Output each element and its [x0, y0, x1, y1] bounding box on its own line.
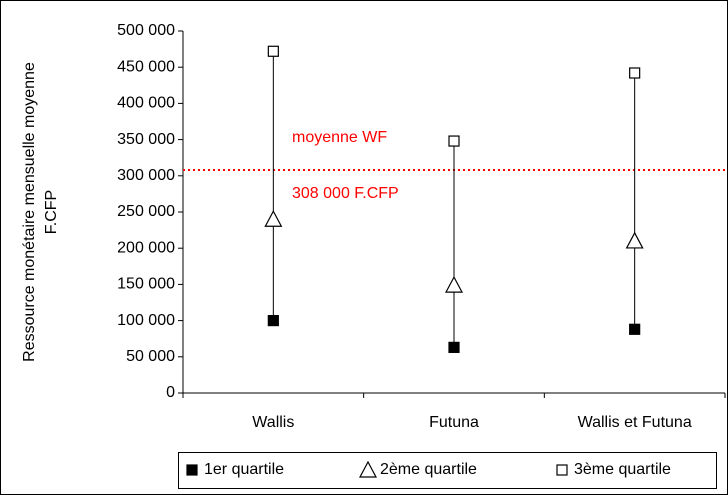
y-tick-label: 250 000 [117, 203, 175, 220]
legend-label: 3ème quartile [574, 461, 671, 478]
y-axis-label: Ressource monétaire mensuelle moyenne [21, 62, 38, 362]
legend-marker [186, 464, 198, 476]
y-tick-label: 100 000 [117, 312, 175, 329]
y-tick-label: 300 000 [117, 167, 175, 184]
legend-label: 2ème quartile [380, 461, 477, 478]
x-tick-label: Futuna [429, 414, 479, 431]
legend-box [178, 452, 717, 489]
y-tick-label: 50 000 [126, 348, 175, 365]
data-point [625, 231, 644, 249]
y-tick-label: 500 000 [117, 22, 175, 39]
data-point [629, 67, 641, 79]
legend-marker [359, 460, 377, 478]
data-point [267, 45, 279, 57]
data-point [629, 323, 641, 335]
y-tick-label: 350 000 [117, 131, 175, 148]
data-point [445, 275, 463, 293]
data-point [448, 135, 460, 147]
y-tick-label: 150 000 [117, 276, 175, 293]
data-point [448, 341, 460, 353]
y-tick-label: 200 000 [117, 239, 175, 256]
data-point [267, 315, 279, 327]
y-tick-label: 450 000 [117, 58, 175, 75]
legend-label: 1er quartile [204, 461, 284, 478]
legend-marker [556, 464, 568, 476]
y-tick-label: 0 [166, 384, 175, 401]
reference-label: moyenne WF [292, 129, 387, 146]
x-tick-label: Wallis [252, 414, 294, 431]
reference-value-label: 308 000 F.CFP [292, 185, 399, 202]
y-tick-label: 400 000 [117, 95, 175, 112]
y-axis-label: F.CFP [43, 190, 60, 234]
data-point [264, 209, 283, 227]
x-tick-label: Wallis et Futuna [578, 414, 692, 431]
